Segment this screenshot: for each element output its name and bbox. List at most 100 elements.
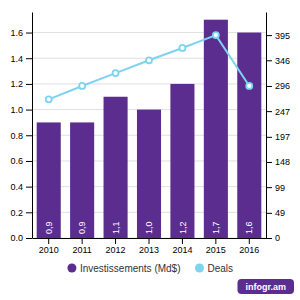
tick-mark (82, 238, 83, 244)
tick: 247 (266, 107, 290, 117)
bar (37, 122, 61, 238)
tick: 0.2 (10, 208, 32, 218)
tick-label: 0.2 (10, 208, 23, 218)
tick: 2012 (106, 238, 126, 255)
tick-label: 0 (275, 233, 280, 243)
tick-mark (26, 110, 32, 111)
grid-line (32, 83, 266, 84)
tick-mark (266, 137, 272, 138)
tick-label: 1.0 (10, 105, 23, 115)
marker (79, 83, 85, 89)
tick-mark (26, 212, 32, 213)
tick-mark (26, 84, 32, 85)
tick-label: 2015 (206, 245, 226, 255)
line (49, 35, 250, 99)
legend: Investissements (Md$) Deals (67, 263, 233, 274)
tick-label: 0.6 (10, 156, 23, 166)
tick-mark (115, 238, 116, 244)
tick: 1.6 (10, 28, 32, 38)
tick-label: 247 (275, 107, 290, 117)
bars (37, 20, 262, 238)
tick-mark (249, 238, 250, 244)
annotation: infogr.am (237, 279, 294, 294)
tick: 0.4 (10, 182, 32, 192)
marker (113, 70, 119, 76)
tick-mark (266, 238, 272, 239)
tick-label: 2010 (39, 245, 59, 255)
tick-mark (182, 238, 183, 244)
tick-label: 0.4 (10, 182, 23, 192)
legend-item: Deals (195, 263, 233, 274)
data-label: 1,0 (144, 221, 154, 234)
tick-mark (266, 35, 272, 36)
y-axis: 0.0 0.2 0.4 0.6 0.8 1.0 1.2 1.4 1.6 (10, 13, 32, 244)
grid-line (32, 32, 266, 33)
tick: 1.0 (10, 105, 32, 115)
tick-mark (26, 238, 32, 239)
tick-mark (266, 86, 272, 87)
data-label: 1,1 (111, 221, 121, 234)
tick: 0.0 (10, 233, 32, 243)
tick-mark (26, 33, 32, 34)
tick-label: 148 (275, 157, 290, 167)
legend-item: Investissements (Md$) (67, 263, 180, 274)
labels: 0,90,91,11,01,21,71,6 (44, 221, 255, 234)
tick-mark (26, 58, 32, 59)
tick: 1.2 (10, 79, 32, 89)
bar (170, 84, 194, 238)
tick-label: 395 (275, 30, 290, 40)
y2-axis: 0 49 99 148 197 247 296 346 395 (266, 13, 290, 244)
marker (213, 32, 219, 38)
tick-mark (26, 187, 32, 188)
data-label: 1,2 (178, 221, 188, 234)
tick: 2010 (39, 238, 59, 255)
tick-label: 346 (275, 56, 290, 66)
tick-label: 2016 (239, 245, 259, 255)
tick-label: 0.0 (10, 233, 23, 243)
tick-label: 49 (275, 208, 285, 218)
tick-mark (266, 162, 272, 163)
tick: 0 (266, 233, 280, 243)
tick: 296 (266, 81, 290, 91)
tick-mark (26, 161, 32, 162)
axis-line (266, 13, 267, 239)
data-label: 0,9 (77, 221, 87, 234)
tick-mark (266, 213, 272, 214)
marker (46, 96, 52, 102)
tick-mark (26, 135, 32, 136)
data-label: 1,7 (211, 221, 221, 234)
tick: 395 (266, 30, 290, 40)
tick-label: 2011 (72, 245, 91, 255)
tick-mark (266, 111, 272, 112)
tick-mark (266, 187, 272, 188)
marker (179, 45, 185, 51)
tick: 1.4 (10, 54, 32, 64)
data-label: 0,9 (44, 221, 54, 234)
bar (137, 110, 161, 238)
tick: 2011 (72, 238, 91, 255)
bar (104, 97, 128, 238)
tick-label: 2012 (106, 245, 126, 255)
tick-label: 1.2 (10, 79, 23, 89)
tick: 0.8 (10, 131, 32, 141)
tick: 49 (266, 208, 285, 218)
tick-label: 296 (275, 81, 290, 91)
chart: 0,90,91,11,01,21,71,62010201120122013201… (0, 0, 300, 300)
tick-mark (48, 238, 49, 244)
tick: 99 (266, 183, 285, 193)
x-axis: 2010 2011 2012 2013 2014 2015 2016 (33, 238, 267, 255)
marks (37, 20, 262, 238)
tick: 197 (266, 132, 290, 142)
tick-label: 1.4 (10, 54, 23, 64)
bar (237, 33, 261, 238)
tick-label: 2014 (172, 245, 192, 255)
bar (70, 122, 94, 238)
tick-mark (266, 60, 272, 61)
tick-label: 2013 (139, 245, 159, 255)
tick-label: 197 (275, 132, 290, 142)
annotation-text: infogr.am (245, 282, 286, 292)
tick: 346 (266, 56, 290, 66)
legend-marker (195, 264, 204, 273)
tick-label: 0.8 (10, 131, 23, 141)
tick-label: 99 (275, 183, 285, 193)
